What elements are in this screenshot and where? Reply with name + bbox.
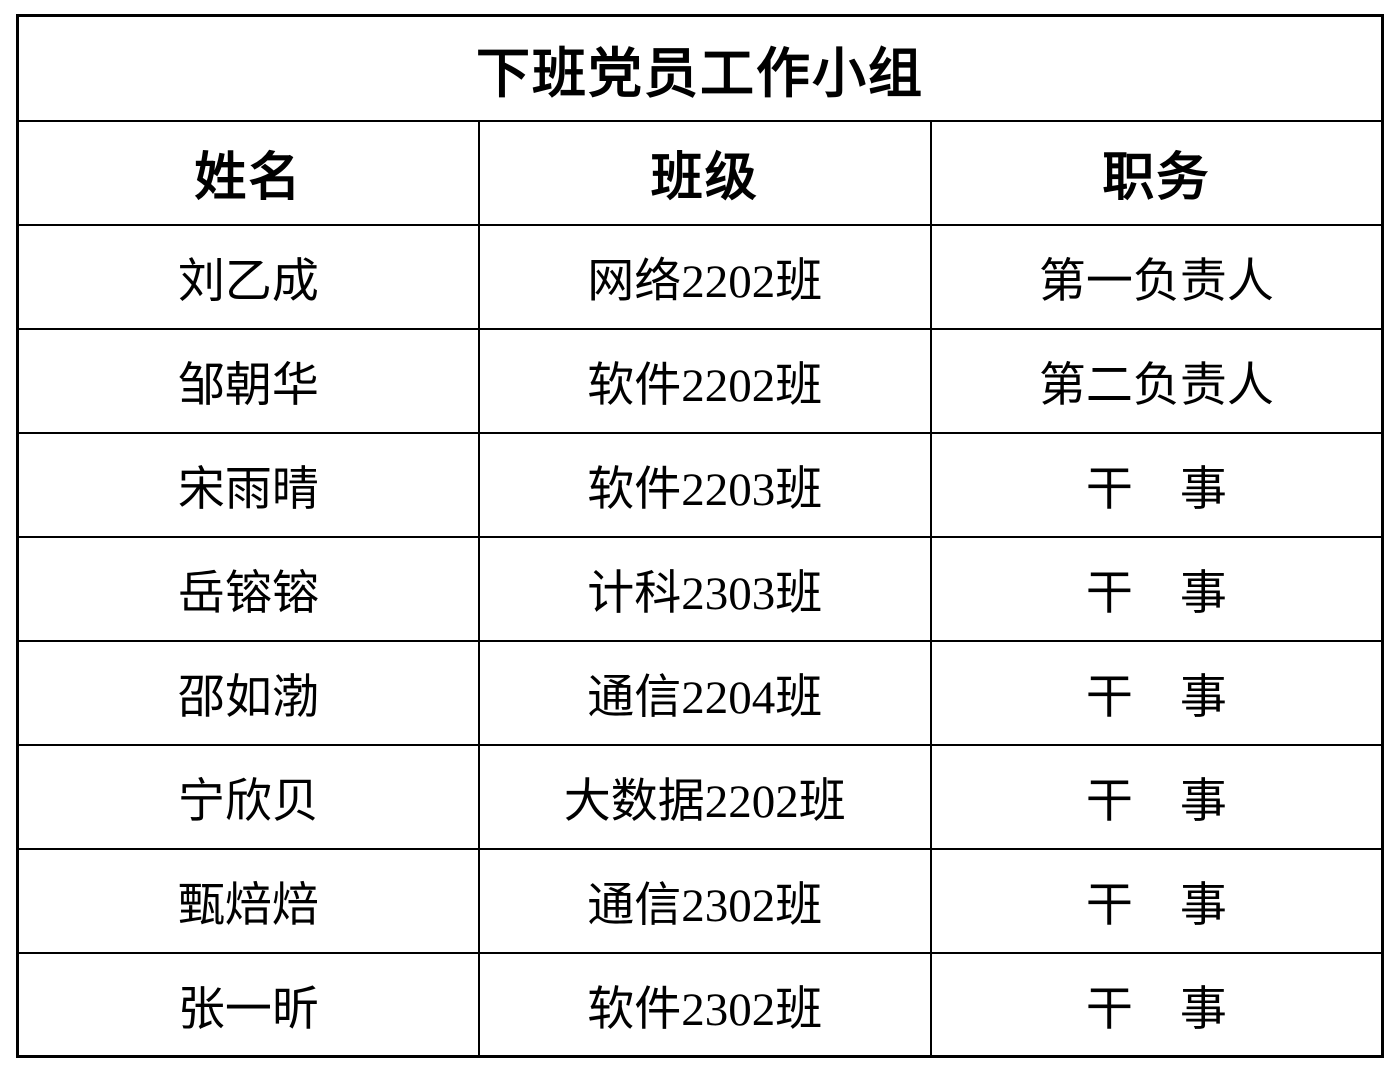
cell-name: 宋雨晴 <box>16 431 480 538</box>
work-group-table: 下班党员工作小组 姓名 班级 职务 刘乙成 网络2202班 第一负责人 邹朝华 … <box>16 14 1384 1058</box>
cell-position: 第一负责人 <box>929 223 1384 330</box>
column-header-position: 职务 <box>929 119 1384 226</box>
cell-class: 通信2302班 <box>477 847 932 954</box>
cell-position: 干 事 <box>929 743 1384 850</box>
table-row: 张一昕 软件2302班 干 事 <box>16 951 1384 1058</box>
table-row: 甄焙焙 通信2302班 干 事 <box>16 847 1384 954</box>
cell-class: 大数据2202班 <box>477 743 932 850</box>
table-header-row: 姓名 班级 职务 <box>16 119 1384 226</box>
cell-name: 岳镕镕 <box>16 535 480 642</box>
cell-name: 宁欣贝 <box>16 743 480 850</box>
cell-name: 张一昕 <box>16 951 480 1058</box>
cell-class: 软件2202班 <box>477 327 932 434</box>
cell-class: 计科2303班 <box>477 535 932 642</box>
table-row: 邵如渤 通信2204班 干 事 <box>16 639 1384 746</box>
cell-name: 邹朝华 <box>16 327 480 434</box>
table-row: 岳镕镕 计科2303班 干 事 <box>16 535 1384 642</box>
cell-position: 干 事 <box>929 847 1384 954</box>
table-row: 宁欣贝 大数据2202班 干 事 <box>16 743 1384 850</box>
cell-class: 软件2302班 <box>477 951 932 1058</box>
cell-name: 刘乙成 <box>16 223 480 330</box>
table-title: 下班党员工作小组 <box>16 14 1384 122</box>
table-row: 邹朝华 软件2202班 第二负责人 <box>16 327 1384 434</box>
cell-position: 第二负责人 <box>929 327 1384 434</box>
cell-position: 干 事 <box>929 639 1384 746</box>
cell-position: 干 事 <box>929 535 1384 642</box>
cell-class: 网络2202班 <box>477 223 932 330</box>
cell-position: 干 事 <box>929 431 1384 538</box>
table-row: 刘乙成 网络2202班 第一负责人 <box>16 223 1384 330</box>
cell-name: 邵如渤 <box>16 639 480 746</box>
column-header-name: 姓名 <box>16 119 480 226</box>
cell-name: 甄焙焙 <box>16 847 480 954</box>
cell-class: 通信2204班 <box>477 639 932 746</box>
cell-position: 干 事 <box>929 951 1384 1058</box>
table-row: 宋雨晴 软件2203班 干 事 <box>16 431 1384 538</box>
column-header-class: 班级 <box>477 119 932 226</box>
table-title-row: 下班党员工作小组 <box>16 14 1384 122</box>
cell-class: 软件2203班 <box>477 431 932 538</box>
